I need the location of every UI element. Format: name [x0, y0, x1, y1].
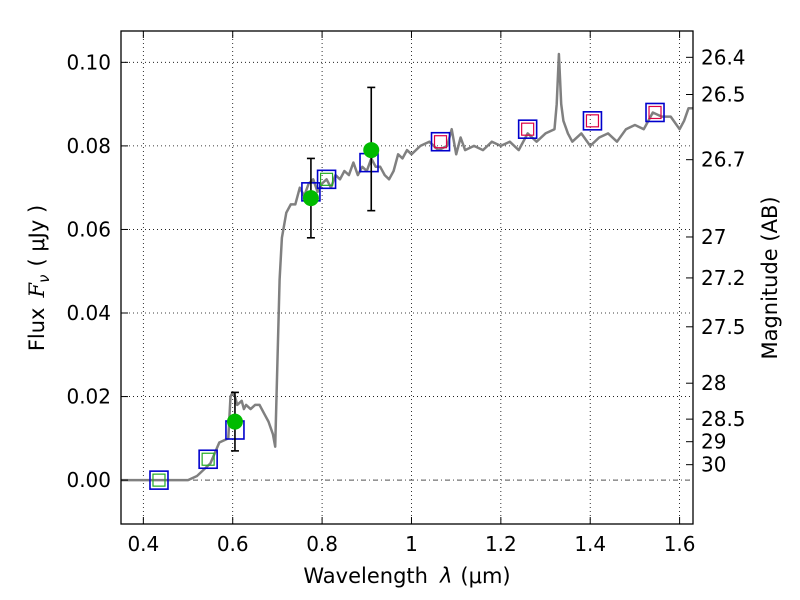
- model-photometry-marker: [149, 470, 169, 490]
- y-tick-label: 0.00: [66, 468, 111, 492]
- x-axis-label: Wavelength λ (μm): [303, 564, 510, 588]
- x-tick-label: 0.8: [306, 532, 338, 556]
- detection-filter-marker: [201, 452, 215, 466]
- y-tick-label: 0.08: [66, 134, 111, 158]
- x-tick-label: 1.6: [664, 532, 696, 556]
- x-tick-label: 1.2: [485, 532, 517, 556]
- y-axis-label-unit: ( μJy ): [25, 205, 49, 267]
- observed-photometry-point: [226, 413, 243, 430]
- y2-axis-label: Magnitude (AB): [758, 196, 782, 359]
- y2-tick-label: 28: [701, 371, 726, 395]
- y2-tick-label: 26.7: [701, 148, 746, 172]
- x-axis-label-text: Wavelength: [303, 564, 428, 588]
- nondetection-filter-marker: [433, 135, 448, 149]
- x-tick-label: 0.6: [217, 532, 249, 556]
- nondetection-filter-marker: [648, 105, 662, 120]
- model-photometry-marker: [430, 131, 451, 152]
- x-axis: 0.4 0.6 0.8 1 1.2 1.4 1.6: [127, 31, 696, 556]
- y-tick-label: 0.04: [66, 301, 111, 325]
- x-tick-label: 1.4: [574, 532, 606, 556]
- y-tick-label: 0.10: [66, 50, 111, 74]
- y2-tick-label: 26.4: [701, 45, 746, 69]
- detection-filter-marker: [152, 473, 166, 487]
- model-photometry-marker: [198, 449, 218, 470]
- y2-tick-label: 30: [701, 453, 726, 477]
- markers: [149, 86, 665, 490]
- model-spectrum-line: [121, 52, 693, 482]
- model-photometry-marker: [582, 111, 603, 131]
- y2-tick-label: 27: [701, 225, 726, 249]
- detection-filter-marker: [319, 172, 334, 186]
- x-axis-label-unit: (μm): [460, 564, 510, 588]
- observed-photometry-point: [363, 142, 380, 159]
- nondetection-filter-marker: [585, 114, 600, 128]
- y-tick-label: 0.02: [66, 385, 111, 409]
- y2-tick-label: 29: [701, 430, 726, 454]
- nondetection-filter-marker: [521, 122, 535, 136]
- y2-tick-label: 27.2: [701, 266, 746, 290]
- model-photometry-marker: [645, 102, 665, 123]
- y-tick-label: 0.06: [66, 217, 111, 241]
- x-axis-label-symbol: λ: [439, 564, 452, 588]
- y-axis-label-symbol: F: [25, 282, 49, 299]
- y2-tick-label: 27.5: [701, 315, 746, 339]
- y2-tick-label: 26.5: [701, 83, 746, 107]
- x-tick-label: 0.4: [127, 532, 159, 556]
- y2-tick-label: 28.5: [701, 407, 746, 431]
- y-axis-label-text: Flux: [25, 308, 49, 352]
- x-tick-label: 1: [405, 532, 418, 556]
- observed-photometry-point: [302, 190, 319, 207]
- model-photometry-marker: [517, 119, 538, 139]
- y-axis: 0.00 0.02 0.04 0.06 0.08 0.10: [66, 50, 128, 492]
- y-axis-label: Flux Fν ( μJy ): [25, 205, 53, 351]
- y-axis-label-subscript: ν: [35, 275, 53, 283]
- model-photometry-marker: [316, 169, 337, 190]
